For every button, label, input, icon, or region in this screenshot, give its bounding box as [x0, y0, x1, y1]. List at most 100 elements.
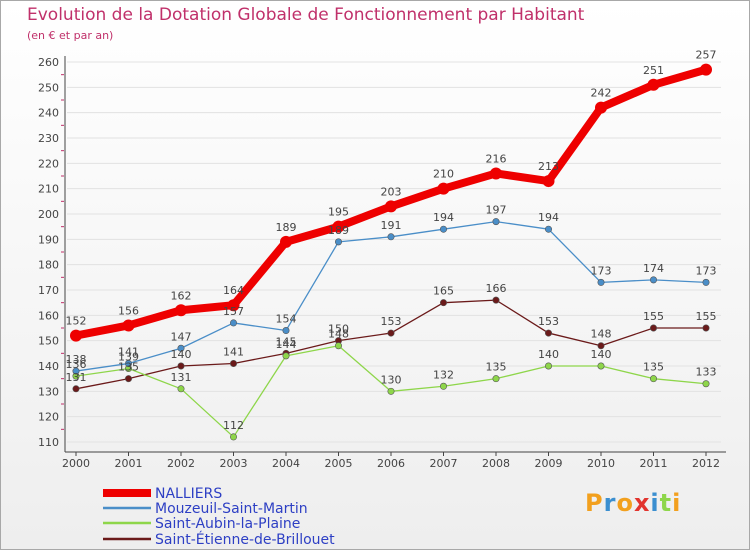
legend: NALLIERSMouzeuil-Saint-MartinSaint-Aubin…: [103, 486, 335, 548]
chart-title: Evolution de la Dotation Globale de Fonc…: [27, 5, 585, 25]
data-label: 174: [643, 262, 664, 275]
data-label: 155: [643, 310, 664, 323]
x-tick-label: 2009: [535, 457, 563, 470]
data-point: [230, 319, 238, 327]
x-tick-label: 2011: [640, 457, 668, 470]
x-tick-label: 2007: [430, 457, 458, 470]
data-point: [439, 299, 447, 307]
data-label: 150: [328, 323, 349, 336]
y-tick-label: 220: [38, 157, 59, 170]
data-point: [282, 352, 290, 360]
data-point: [597, 342, 605, 350]
data-point: [597, 362, 605, 370]
data-point: [282, 327, 290, 335]
data-point: [439, 225, 447, 233]
data-point: [280, 235, 292, 248]
data-point: [439, 382, 447, 390]
data-label: 155: [696, 310, 717, 323]
data-label: 213: [538, 160, 559, 173]
data-point: [175, 304, 187, 317]
x-tick-label: 2003: [220, 457, 248, 470]
data-point: [544, 362, 552, 370]
y-tick-label: 180: [38, 259, 59, 272]
data-label: 138: [66, 353, 87, 366]
data-label: 173: [591, 264, 612, 277]
y-tick-label: 170: [38, 284, 59, 297]
data-point: [597, 278, 605, 286]
data-label: 203: [381, 185, 402, 198]
y-tick-label: 240: [38, 107, 59, 120]
brand-logo: Proxiti: [585, 489, 682, 517]
data-point: [177, 385, 185, 393]
data-point: [230, 433, 238, 441]
data-point: [700, 63, 712, 76]
data-label: 194: [433, 211, 454, 224]
data-label: 257: [696, 49, 717, 62]
data-label: 131: [66, 371, 87, 384]
data-label: 139: [118, 351, 139, 364]
data-point: [227, 299, 240, 312]
data-label: 153: [381, 315, 402, 328]
data-label: 164: [223, 284, 244, 297]
data-label: 140: [538, 348, 559, 361]
data-label: 165: [433, 285, 454, 298]
data-point: [72, 385, 80, 393]
data-point: [387, 329, 395, 337]
y-tick-label: 210: [38, 183, 59, 196]
data-label: 156: [118, 304, 139, 317]
data-label: 153: [538, 315, 559, 328]
data-label: 194: [538, 211, 559, 224]
y-tick-label: 190: [38, 233, 59, 246]
data-label: 189: [328, 224, 349, 237]
data-label: 145: [276, 335, 297, 348]
data-point: [702, 324, 710, 332]
data-point: [387, 233, 395, 241]
data-point: [702, 278, 710, 286]
data-label: 210: [433, 168, 454, 181]
data-point: [649, 375, 657, 383]
data-label: 152: [66, 315, 87, 328]
legend-label: Saint-Étienne-de-Brillouet: [155, 531, 335, 548]
data-label: 112: [223, 419, 244, 432]
legend-label: NALLIERS: [155, 486, 222, 502]
legend-label: Mouzeuil-Saint-Martin: [155, 501, 308, 517]
grid: [67, 61, 721, 443]
data-label: 135: [643, 361, 664, 374]
data-point: [72, 367, 80, 375]
data-label: 140: [171, 348, 192, 361]
data-label: 173: [696, 264, 717, 277]
data-label: 147: [171, 330, 192, 343]
data-point: [492, 296, 500, 304]
y-tick-label: 140: [38, 360, 59, 373]
data-label: 251: [643, 64, 664, 77]
data-point: [177, 344, 185, 352]
x-tick-label: 2000: [62, 457, 90, 470]
data-label: 132: [433, 368, 454, 381]
data-point: [125, 359, 133, 367]
data-point: [387, 387, 395, 395]
data-point: [70, 329, 82, 342]
series-group: [70, 63, 712, 441]
y-tick-label: 110: [38, 436, 59, 449]
data-label: 148: [328, 328, 349, 341]
data-label: 135: [486, 361, 507, 374]
data-point: [177, 362, 185, 370]
data-label: 195: [328, 206, 349, 219]
data-label: 191: [381, 219, 402, 232]
data-point: [437, 182, 450, 195]
data-point: [544, 225, 552, 233]
chart-subtitle: (en € et par an): [27, 29, 114, 42]
data-point: [544, 329, 552, 337]
data-label: 136: [66, 358, 87, 371]
data-point: [492, 218, 500, 226]
data-label: 141: [223, 345, 244, 358]
x-tick-label: 2012: [692, 457, 720, 470]
legend-label: Saint-Aubin-la-Plaine: [155, 516, 300, 532]
x-tick-label: 2005: [325, 457, 353, 470]
data-label: 131: [171, 371, 192, 384]
x-tick-label: 2006: [377, 457, 405, 470]
y-tick-label: 200: [38, 208, 59, 221]
data-label: 154: [276, 313, 297, 326]
y-tick-label: 120: [38, 411, 59, 424]
